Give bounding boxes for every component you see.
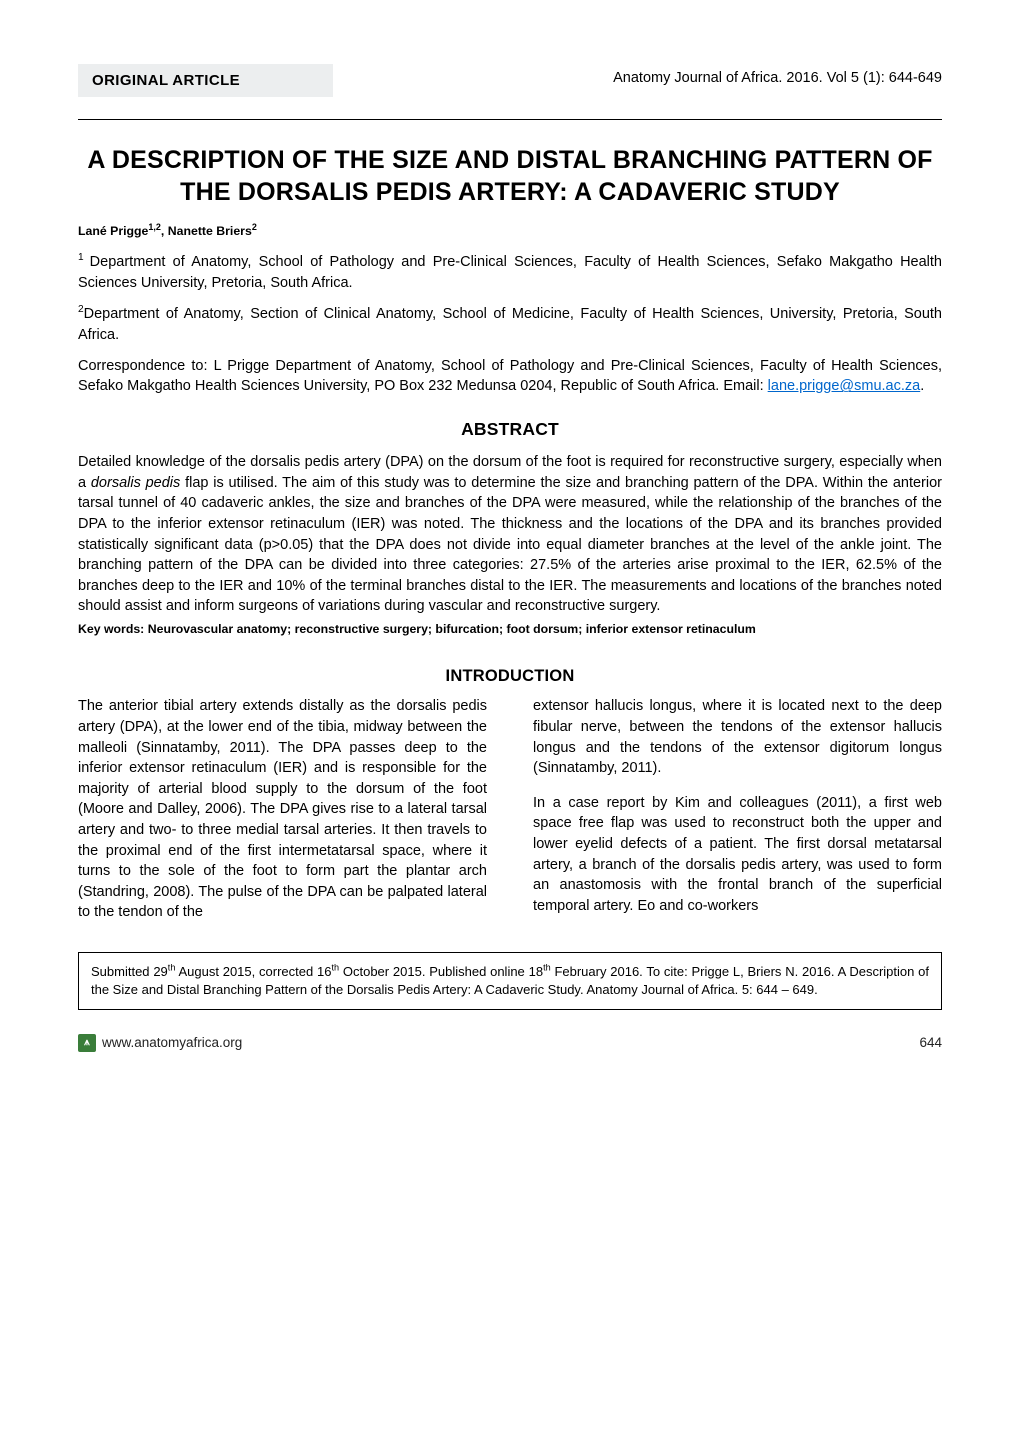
footer-url: www.anatomyafrica.org: [102, 1035, 242, 1050]
introduction-heading: INTRODUCTION: [78, 667, 942, 686]
cite-d2: 16: [317, 964, 331, 979]
correspondence-label: Correspondence to:: [78, 358, 207, 374]
cite-s1: th: [168, 962, 176, 972]
page-footer: ⩚ www.anatomyafrica.org 644: [78, 1034, 942, 1052]
keywords-text: Neurovascular anatomy; reconstructive su…: [148, 622, 756, 636]
header-row: ORIGINAL ARTICLE Anatomy Journal of Afri…: [78, 64, 942, 97]
footer-logo-icon: ⩚: [78, 1034, 96, 1052]
page-root: ORIGINAL ARTICLE Anatomy Journal of Afri…: [0, 0, 1020, 1082]
article-type-tag: ORIGINAL ARTICLE: [78, 64, 333, 97]
keywords-label: Key words:: [78, 622, 144, 636]
journal-line: Anatomy Journal of Africa. 2016. Vol 5 (…: [613, 64, 942, 86]
correspondence-email-link[interactable]: lane.prigge@smu.ac.za: [768, 378, 921, 394]
affiliation-1-text: Department of Anatomy, School of Patholo…: [78, 254, 942, 291]
intro-para-3: In a case report by Kim and colleagues (…: [533, 793, 942, 916]
keywords-line: Key words: Neurovascular anatomy; recons…: [78, 621, 942, 638]
correspondence: Correspondence to: L Prigge Department o…: [78, 356, 942, 398]
abstract-body: Detailed knowledge of the dorsalis pedis…: [78, 452, 942, 617]
cite-d1: 29: [153, 964, 167, 979]
author-1: Lané Prigge1,2: [78, 224, 161, 238]
header-rule: [78, 119, 942, 120]
footer-left: ⩚ www.anatomyafrica.org: [78, 1034, 242, 1052]
affiliation-2: 2Department of Anatomy, Section of Clini…: [78, 304, 942, 346]
cite-s2: th: [331, 962, 339, 972]
citation-box: Submitted 29th August 2015, corrected 16…: [78, 952, 942, 1010]
footer-page-number: 644: [919, 1035, 942, 1050]
authors-line: Lané Prigge1,2, Nanette Briers2: [78, 224, 942, 238]
correspondence-tail: .: [920, 378, 924, 394]
cite-s3: th: [543, 962, 551, 972]
affiliation-2-text: Department of Anatomy, Section of Clinic…: [78, 306, 942, 343]
cite-d3: 18: [529, 964, 543, 979]
abstract-heading: ABSTRACT: [78, 419, 942, 440]
intro-para-2: extensor hallucis longus, where it is lo…: [533, 696, 942, 778]
author-2: Nanette Briers2: [168, 224, 257, 238]
introduction-columns: The anterior tibial artery extends dista…: [78, 696, 942, 933]
abstract-italic: dorsalis pedis: [91, 475, 180, 491]
intro-para-1: The anterior tibial artery extends dista…: [78, 696, 487, 922]
article-title: A DESCRIPTION OF THE SIZE AND DISTAL BRA…: [78, 144, 942, 208]
affiliation-1: 1 Department of Anatomy, School of Patho…: [78, 252, 942, 294]
